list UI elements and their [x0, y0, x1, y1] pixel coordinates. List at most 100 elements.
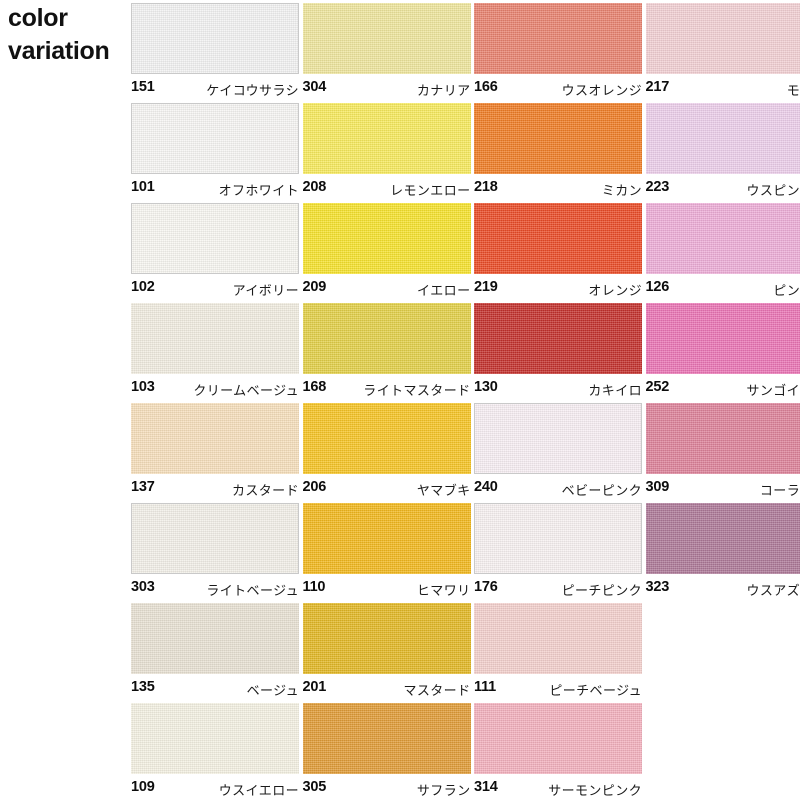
- page-title-line-2: variation: [8, 35, 128, 68]
- color-swatch[interactable]: [646, 403, 800, 474]
- swatch-color-name: ベージュ: [247, 680, 299, 699]
- swatch-color-name: ケイコウサラシ: [206, 80, 299, 99]
- swatch-code: 309: [646, 479, 670, 495]
- color-swatch[interactable]: [646, 203, 800, 274]
- swatch-code: 168: [303, 379, 327, 395]
- swatch-code: 201: [303, 679, 327, 695]
- color-swatch[interactable]: [646, 303, 800, 374]
- swatch-code: 303: [131, 579, 155, 595]
- color-swatch[interactable]: [474, 3, 642, 74]
- color-swatch[interactable]: [474, 603, 642, 674]
- color-swatch[interactable]: [303, 703, 471, 774]
- color-swatch[interactable]: [303, 203, 471, 274]
- swatch-color-name: カスタード: [232, 480, 299, 499]
- color-swatch[interactable]: [131, 403, 299, 474]
- color-swatch-cell[interactable]: 166 ウスオレンジ: [474, 3, 642, 99]
- color-swatch-cell[interactable]: 309コーラル: [646, 403, 800, 499]
- swatch-color-name: クリームベージュ: [193, 380, 299, 399]
- color-swatch[interactable]: [131, 103, 299, 174]
- page-title-line-1: color: [8, 2, 128, 35]
- color-swatch-cell[interactable]: 217モモ: [646, 3, 800, 99]
- color-swatch[interactable]: [646, 103, 800, 174]
- swatch-caption: 323ウスアズキ: [646, 574, 800, 599]
- swatch-code: 111: [474, 679, 496, 695]
- swatch-code: 126: [646, 279, 670, 295]
- swatch-color-name: カナリア: [417, 80, 471, 99]
- color-swatch[interactable]: [131, 503, 299, 574]
- swatch-row: 102アイボリー209イエロー219オレンジ126ピンク: [131, 203, 800, 303]
- color-swatch[interactable]: [303, 103, 471, 174]
- color-swatch-cell[interactable]: 223 ウスピンク: [646, 103, 800, 199]
- color-swatch[interactable]: [303, 3, 471, 74]
- swatch-color-name: ヒマワリ: [417, 580, 471, 599]
- swatch-caption: 166 ウスオレンジ: [474, 74, 642, 99]
- color-swatch[interactable]: [303, 303, 471, 374]
- color-swatch[interactable]: [131, 3, 299, 74]
- color-swatch-cell[interactable]: 252サンゴイロ: [646, 303, 800, 399]
- swatch-row: 103クリームベージュ168ライトマスタード130カキイロ252サンゴイロ: [131, 303, 800, 403]
- swatch-color-name: ウスピンク: [746, 180, 800, 199]
- color-swatch[interactable]: [646, 503, 800, 574]
- swatch-caption: 309コーラル: [646, 474, 800, 499]
- swatch-caption: 223 ウスピンク: [646, 174, 800, 199]
- color-swatch[interactable]: [303, 603, 471, 674]
- color-swatch[interactable]: [646, 3, 800, 74]
- swatch-color-name: オフホワイト: [219, 180, 299, 199]
- color-swatch[interactable]: [303, 403, 471, 474]
- color-swatch[interactable]: [131, 303, 299, 374]
- color-swatch-cell[interactable]: 323ウスアズキ: [646, 503, 800, 599]
- page-title: color variation: [8, 2, 128, 67]
- color-swatch[interactable]: [303, 503, 471, 574]
- color-swatch[interactable]: [131, 603, 299, 674]
- swatch-code: 223: [646, 179, 670, 195]
- swatch-color-name: ヤマブキ: [417, 480, 471, 499]
- color-swatch[interactable]: [474, 103, 642, 174]
- color-swatch[interactable]: [474, 203, 642, 274]
- swatch-code: 176: [474, 579, 498, 595]
- color-swatch[interactable]: [474, 503, 642, 574]
- swatch-code: 166: [474, 79, 498, 95]
- color-swatch-cell[interactable]: 126ピンク: [646, 203, 800, 299]
- color-swatch[interactable]: [474, 703, 642, 774]
- color-swatch[interactable]: [474, 403, 642, 474]
- swatch-color-name: ウスオレンジ: [562, 80, 642, 99]
- color-swatch[interactable]: [131, 703, 299, 774]
- color-swatch[interactable]: [474, 303, 642, 374]
- color-swatch[interactable]: [131, 203, 299, 274]
